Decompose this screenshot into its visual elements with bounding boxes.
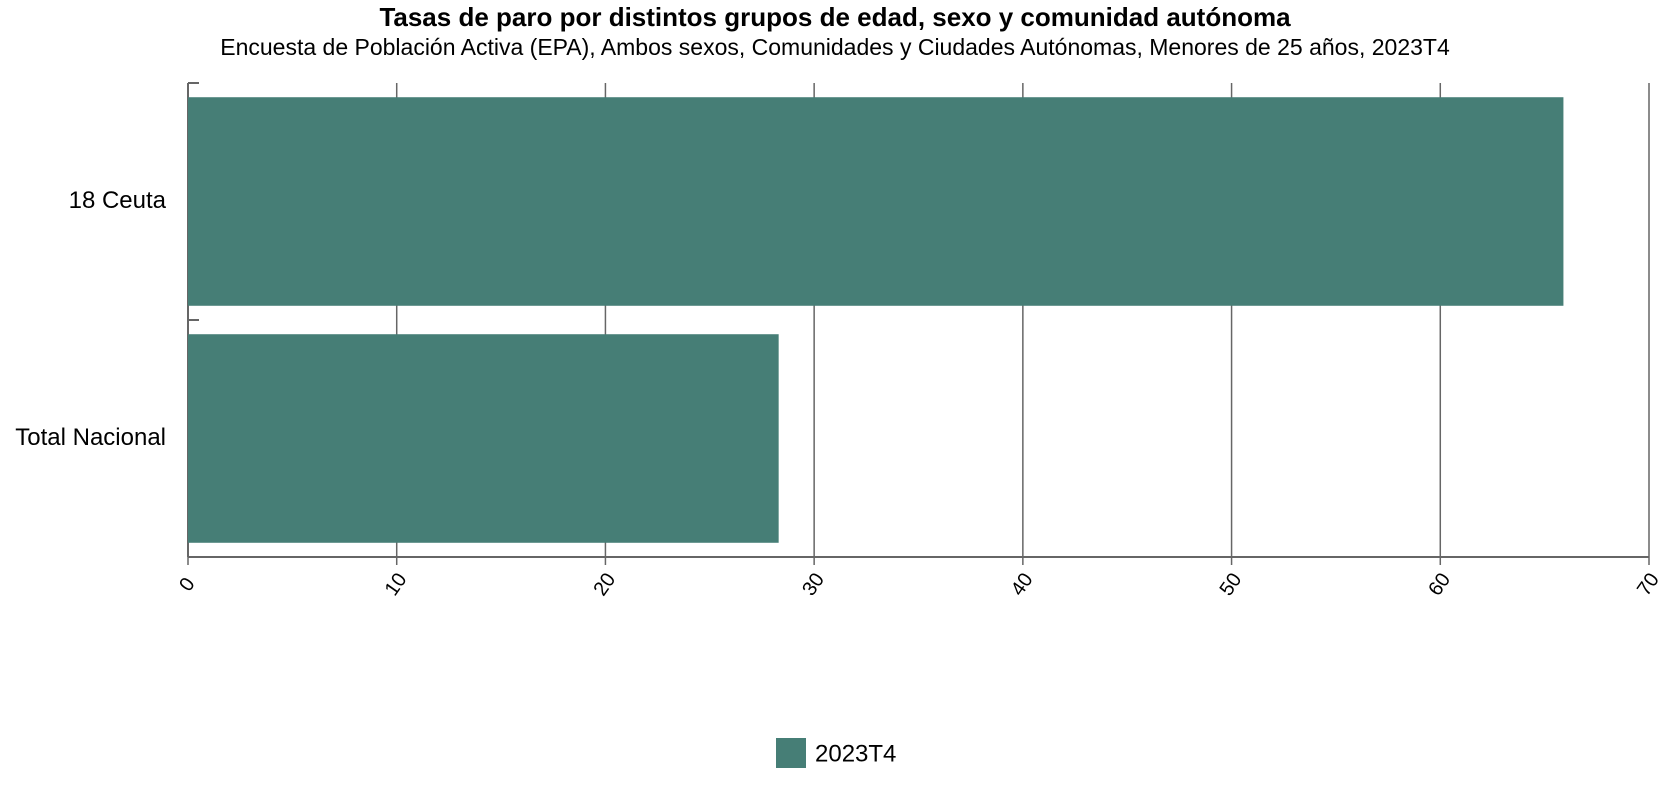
x-tick-label: 40 [1007, 569, 1038, 600]
x-tick-label: 70 [1633, 569, 1664, 600]
x-tick-label: 20 [589, 569, 620, 600]
x-tick-label: 50 [1216, 569, 1247, 600]
chart-title: Tasas de paro por distintos grupos de ed… [379, 2, 1291, 32]
x-tick-label: 10 [381, 569, 412, 600]
chart-subtitle: Encuesta de Población Activa (EPA), Ambo… [220, 34, 1450, 60]
bar [188, 97, 1564, 306]
legend-label: 2023T4 [815, 740, 896, 767]
y-tick-label: Total Nacional [15, 424, 166, 451]
bar [188, 334, 779, 543]
x-tick-label: 30 [798, 569, 829, 600]
y-tick-label: 18 Ceuta [69, 187, 167, 214]
x-tick-label: 60 [1424, 569, 1455, 600]
legend-swatch [776, 738, 806, 768]
x-tick-label: 0 [175, 574, 199, 596]
